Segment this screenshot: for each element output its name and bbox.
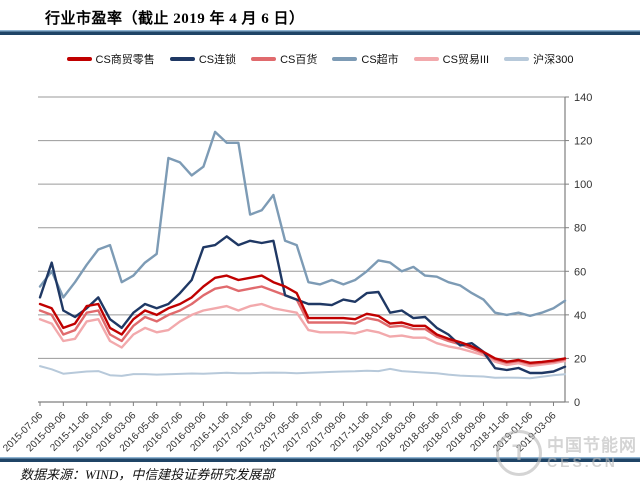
legend-line-swatch	[332, 57, 358, 61]
svg-text:0: 0	[574, 397, 580, 409]
legend-line-swatch	[504, 57, 530, 61]
source-text: 数据来源：WIND，中信建投证券研究发展部	[20, 467, 275, 482]
legend-line-swatch	[66, 57, 92, 61]
legend-line-swatch	[251, 57, 277, 61]
legend-item-trade: CS贸易III	[413, 51, 490, 67]
legend-item-retail: CS商贸零售	[66, 51, 155, 67]
legend-line-swatch	[169, 57, 195, 61]
svg-text:40: 40	[574, 310, 586, 322]
legend-label: CS百货	[280, 54, 318, 66]
title-rule	[0, 30, 640, 35]
legend: CS商贸零售 CS连锁 CS百货 CS超市 CS贸易III 沪深300	[0, 51, 640, 67]
source-rule	[0, 457, 640, 462]
svg-text:60: 60	[574, 266, 586, 278]
legend-item-hs300: 沪深300	[504, 51, 573, 67]
legend-label: CS贸易III	[442, 54, 490, 66]
legend-label: CS超市	[361, 54, 399, 66]
legend-label: 沪深300	[533, 54, 574, 66]
legend-item-supermarket: CS超市	[332, 51, 399, 67]
svg-text:100: 100	[574, 179, 592, 191]
legend-item-chain: CS连锁	[169, 51, 237, 67]
svg-text:20: 20	[574, 353, 586, 365]
legend-label: CS连锁	[198, 54, 237, 66]
legend-item-dept-store: CS百货	[251, 51, 317, 67]
legend-label: CS商贸零售	[95, 54, 155, 66]
chart-title: 行业市盈率（截止 2019 年 4 月 6 日）	[45, 11, 305, 27]
svg-text:80: 80	[574, 223, 586, 235]
legend-line-swatch	[413, 57, 439, 61]
svg-text:140: 140	[574, 92, 592, 104]
svg-text:120: 120	[574, 136, 592, 148]
